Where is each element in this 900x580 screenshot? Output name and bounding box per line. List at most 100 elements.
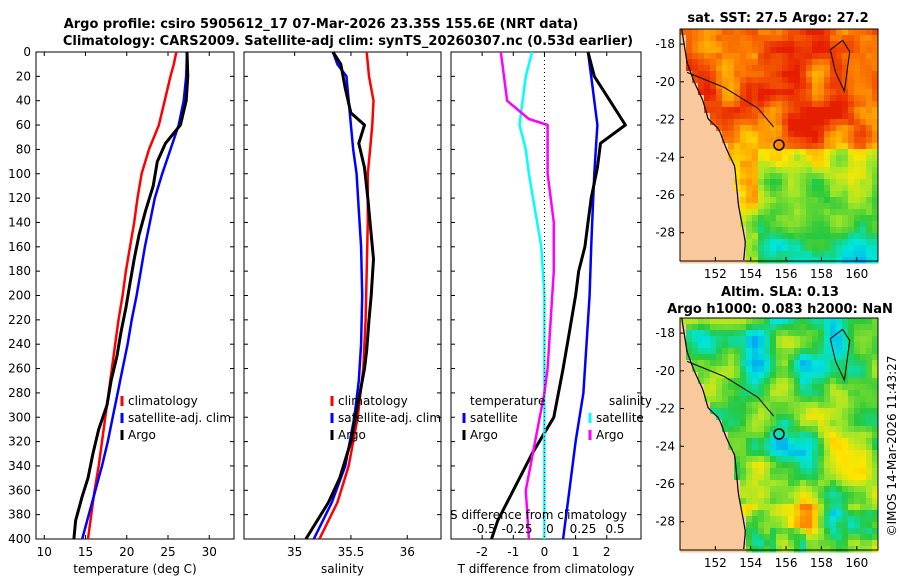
- map-cell: [692, 83, 699, 90]
- map-cell: [692, 546, 699, 553]
- map-cell: [818, 47, 825, 54]
- map-cell: [848, 474, 855, 481]
- map-cell: [818, 354, 825, 361]
- map-cell: [704, 432, 711, 439]
- top-axis-tick-label: 0.5: [605, 522, 624, 536]
- map-cell: [764, 426, 771, 433]
- map-cell: [776, 185, 783, 192]
- map-cell: [860, 119, 867, 126]
- map-cell: [872, 474, 879, 481]
- map-cell: [752, 101, 759, 108]
- map-cell: [794, 324, 801, 331]
- map-cell: [848, 390, 855, 397]
- map-cell: [728, 173, 735, 180]
- map-cell: [692, 474, 699, 481]
- map-cell: [782, 137, 789, 144]
- map-cell: [806, 408, 813, 415]
- map-cell: [758, 372, 765, 379]
- map-cell: [692, 510, 699, 517]
- map-cell: [782, 336, 789, 343]
- map-cell: [824, 131, 831, 138]
- map-cell: [872, 77, 879, 84]
- map-cell: [746, 516, 753, 523]
- map-cell: [764, 360, 771, 367]
- map-cell: [734, 396, 741, 403]
- map-cell: [728, 119, 735, 126]
- map-cell: [788, 113, 795, 120]
- map-cell: [758, 336, 765, 343]
- map-cell: [872, 366, 879, 373]
- map-cell: [746, 372, 753, 379]
- map-cell: [842, 348, 849, 355]
- map-cell: [770, 420, 777, 427]
- map-cell: [782, 504, 789, 511]
- map-cell: [722, 65, 729, 72]
- map-cell: [680, 432, 687, 439]
- map-cell: [782, 71, 789, 78]
- map-cell: [854, 29, 861, 36]
- map-cell: [704, 516, 711, 523]
- map-cell: [806, 492, 813, 499]
- map-cell: [824, 528, 831, 535]
- map-cell: [866, 348, 873, 355]
- map-cell: [782, 426, 789, 433]
- map-cell: [722, 510, 729, 517]
- map-cell: [806, 131, 813, 138]
- map-cell: [776, 35, 783, 42]
- map-y-tick-label: -26: [655, 188, 675, 202]
- map-cell: [842, 420, 849, 427]
- map-cell: [692, 402, 699, 409]
- map-cell: [770, 486, 777, 493]
- map-cell: [680, 492, 687, 499]
- map-cell: [746, 384, 753, 391]
- map-cell: [776, 167, 783, 174]
- map-cell: [812, 360, 819, 367]
- map-cell: [794, 492, 801, 499]
- map-cell: [782, 456, 789, 463]
- map-cell: [686, 456, 693, 463]
- map-cell: [758, 462, 765, 469]
- map-cell: [758, 330, 765, 337]
- map-cell: [806, 107, 813, 114]
- map-cell: [872, 71, 879, 78]
- map-cell: [848, 143, 855, 150]
- map-cell: [776, 233, 783, 240]
- map-cell: [728, 546, 735, 553]
- map-cell: [728, 336, 735, 343]
- map-cell: [686, 474, 693, 481]
- map-y-tick-label: -28: [655, 515, 675, 529]
- map-cell: [782, 366, 789, 373]
- map-cell: [746, 179, 753, 186]
- map-cell: [794, 149, 801, 156]
- map-cell: [752, 420, 759, 427]
- map-cell: [758, 468, 765, 475]
- map-cell: [680, 251, 687, 258]
- x-tick-label: 20: [119, 545, 134, 559]
- map-cell: [854, 143, 861, 150]
- map-cell: [800, 29, 807, 36]
- map-cell: [788, 450, 795, 457]
- map-cell: [776, 65, 783, 72]
- map-cell: [812, 444, 819, 451]
- map-cell: [704, 486, 711, 493]
- map-cell: [746, 65, 753, 72]
- map-cell: [692, 420, 699, 427]
- map-cell: [836, 137, 843, 144]
- map-cell: [680, 414, 687, 421]
- map-cell: [692, 342, 699, 349]
- map-cell: [830, 245, 837, 252]
- map-cell: [734, 528, 741, 535]
- map-cell: [782, 203, 789, 210]
- map-cell: [764, 221, 771, 228]
- map-cell: [692, 107, 699, 114]
- map-cell: [848, 227, 855, 234]
- map-cell: [854, 239, 861, 246]
- map-cell: [764, 402, 771, 409]
- map-cell: [872, 83, 879, 90]
- map-cell: [782, 324, 789, 331]
- map-cell: [704, 528, 711, 535]
- map-cell: [806, 83, 813, 90]
- map-cell: [734, 47, 741, 54]
- map-cell: [770, 354, 777, 361]
- map-cell: [800, 348, 807, 355]
